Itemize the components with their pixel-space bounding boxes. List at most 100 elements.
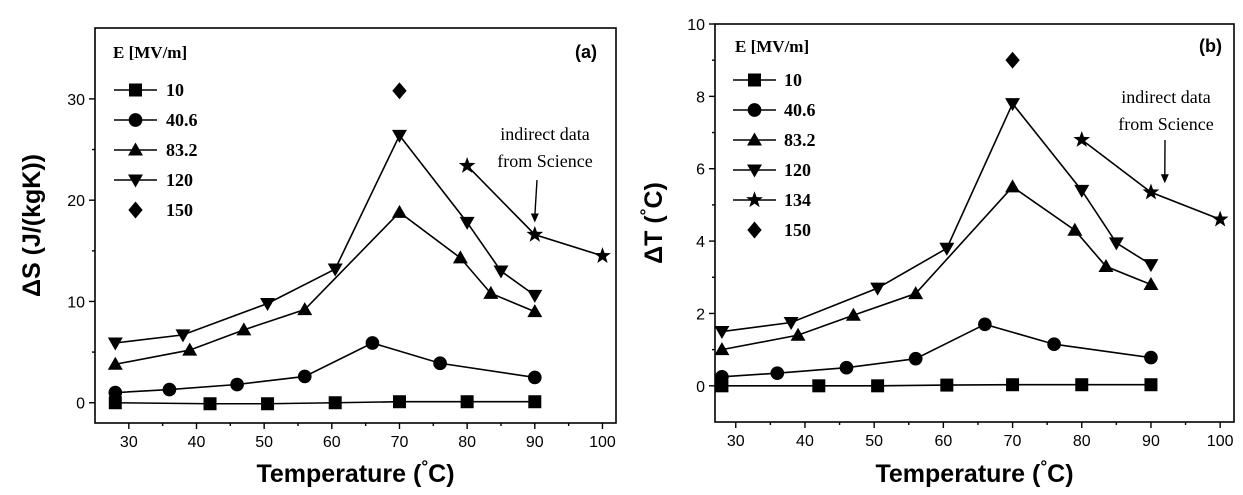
p1-y-tick-label: 0 [76,396,85,413]
p1-series-150-point [392,82,407,100]
p2-legend-120-marker [747,164,762,178]
p2-y-tick-label: 0 [696,379,705,396]
p2-x-tick-label: 100 [1207,433,1234,450]
p1-x-tick-label: 60 [323,434,341,451]
p1-legend-10-label: 10 [166,80,184,100]
p2-y-tick-label: 2 [696,306,705,323]
p1-series-120-point [260,297,276,311]
p2-x-tick-label: 40 [796,433,814,450]
p1-series-40-6-point [365,336,380,350]
p1-series-10-point [203,397,217,411]
p2-y-tick-label: 8 [696,89,705,106]
p2-legend-40-6-marker [747,103,762,117]
p1-series-120-line [115,133,536,344]
p1-series-10-point [460,395,474,409]
p1-x-tick-label: 70 [391,434,409,451]
p1-series-83-2-point [527,304,543,318]
p1-legend-120-marker [128,174,143,188]
p2-panel-label: (b) [1199,36,1222,56]
p1-annotation-arrowhead [530,213,539,223]
p2-series-40-6-point [770,366,785,380]
p2-series-40-6-line [721,323,1152,378]
p1-annotation-arrow [534,179,538,217]
p1-series-star-point [594,247,611,263]
p2-series-134-point [1211,210,1229,227]
p1-series-40-6-point [433,356,447,371]
p1-series-83-2-point [297,302,313,316]
p1-series-10-point [528,395,542,409]
p1-legend-40-6-label: 40.6 [166,110,198,130]
p2-legend: E [MV/m] 10 40.6 83.2 120 134 150 [733,37,816,240]
p1-series-83-2-point [483,285,499,299]
p1-annotation-line: indirect data [500,124,589,144]
p1-legend: E [MV/m] 10 40.6 83.2 120 150 [113,43,198,220]
p2-series-83-2-point [1005,179,1021,193]
p1-series-83-2-point [107,356,123,370]
p1-series-10-point [392,395,406,409]
p2-x-tick-label: 90 [1142,433,1160,450]
p1-legend-150-label: 150 [166,200,193,220]
p1-panel-label: (a) [575,42,597,62]
p1-series-83-2-point [236,322,252,336]
p2-series-83-2-point [1067,222,1083,236]
p2-series-134-line [1081,139,1221,221]
p1-x-tick-label: 30 [120,434,138,451]
p2-annotation-line: indirect data [1121,87,1210,107]
p2-series-40-6-point [715,369,729,384]
p1-series-40-6-point [108,385,123,400]
p1-series-40-6-point [297,369,312,384]
p1-plot-frame [94,27,617,424]
p2-x-tick-label: 50 [865,433,883,450]
panel-b: 30 40 50 60 70 80 90 100 0 2 4 6 8 10 Temperature (°C)… [637,17,1235,488]
p2-y-tick-label: 4 [696,234,705,251]
p1-x-tick-label: 50 [255,434,273,451]
p2-plot-frame [714,23,1235,423]
p2-series-83-2-point [845,307,861,321]
p2-legend-40-6-label: 40.6 [784,100,816,120]
p2-legend-10-marker [748,73,761,87]
p2-series-83-2-point [714,342,730,356]
p2-series-120-line [721,102,1152,333]
p2-x-tick-label: 30 [727,433,745,450]
p2-series-120-point [1005,98,1021,112]
p1-y-tick-label: 20 [67,193,85,210]
p1-series-83-2-point [392,204,407,218]
panel-a: 30 40 50 60 70 80 90 100 0 10 20 30 Temperature (°C)… [18,27,617,488]
p2-series-83-2-point [908,286,924,300]
p1-series-40-6-point [162,382,177,397]
p2-series-10-point [871,379,885,393]
p1-x-tick-label: 80 [458,434,476,451]
p1-series-star-point [458,156,476,173]
p1-series-120-point [107,337,123,351]
p2-series-10-point [1144,378,1158,392]
p2-series-134-point [1142,183,1160,200]
p1-series-40-6-point [527,370,542,385]
p2-series-83-2-point [1098,258,1114,272]
p1-series-40-6-line [115,342,535,394]
p2-x-tick-label: 70 [1004,433,1022,450]
p2-y-tick-label: 6 [696,162,705,179]
p1-series-star-point [526,225,544,242]
p2-legend-134-marker [746,191,763,208]
p1-y-tick-label: 30 [67,92,85,109]
p2-annotation-arrowhead [1160,174,1169,184]
p2-legend-83-2-marker [747,132,762,146]
p2-series-120-point [714,326,730,340]
p1-y-axis-title: ΔS (J/(kgK)) [18,154,46,297]
p1-legend-title: E [MV/m] [113,43,187,62]
p2-x-tick-label: 80 [1073,433,1091,450]
p2-series-40-6-point [908,351,923,366]
p1-x-tick-label: 40 [188,434,206,451]
p2-series-120-point [870,282,886,296]
p2-series-10-point [1006,378,1020,392]
p2-series-10-point [812,379,826,393]
p1-series-10-point [261,397,275,411]
p1-legend-120-label: 120 [166,170,193,190]
p2-series-40-6-point [839,360,854,375]
p1-x-tick-label: 100 [589,434,616,451]
p2-x-axis-title: Temperature (°C) [875,457,1073,488]
p2-series-40-6-point [1047,337,1061,352]
p1-x-tick-label: 90 [526,434,544,451]
p2-y-tick-label: 10 [687,17,705,34]
p1-legend-40-6-marker [128,113,143,127]
